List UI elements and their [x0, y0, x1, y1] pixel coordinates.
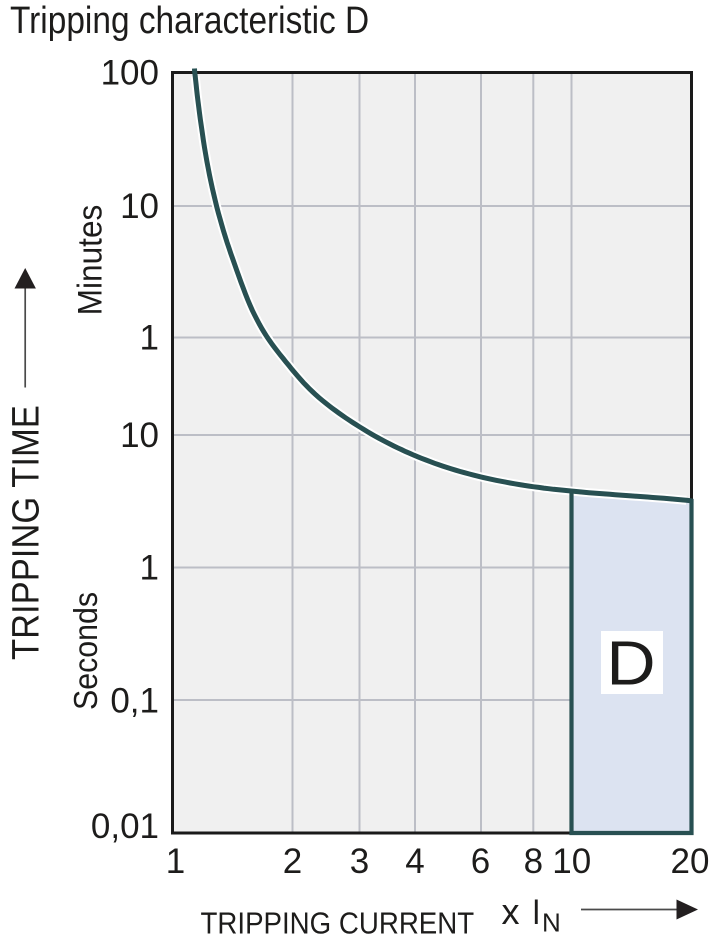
svg-text:x: x	[502, 891, 520, 932]
svg-text:1: 1	[140, 549, 159, 588]
svg-text:8: 8	[524, 842, 543, 881]
svg-text:10: 10	[120, 187, 159, 226]
svg-text:Seconds: Seconds	[67, 592, 104, 710]
svg-text:Minutes: Minutes	[70, 205, 108, 316]
svg-text:TRIPPING CURRENT: TRIPPING CURRENT	[201, 906, 475, 941]
svg-text:0,1: 0,1	[110, 681, 159, 720]
svg-text:TRIPPING TIME: TRIPPING TIME	[4, 405, 47, 660]
svg-text:1: 1	[140, 319, 159, 358]
svg-text:D: D	[606, 628, 655, 697]
svg-text:3: 3	[350, 842, 369, 881]
svg-text:20: 20	[671, 842, 710, 881]
svg-text:1: 1	[166, 842, 185, 881]
svg-text:0,01: 0,01	[91, 807, 159, 846]
svg-text:10: 10	[120, 416, 159, 455]
svg-text:I: I	[532, 892, 541, 931]
svg-text:N: N	[542, 908, 561, 938]
svg-text:2: 2	[283, 842, 302, 881]
svg-text:Tripping characteristic D: Tripping characteristic D	[10, 0, 369, 41]
svg-text:10: 10	[552, 842, 591, 881]
svg-text:6: 6	[471, 842, 490, 881]
svg-text:4: 4	[405, 842, 424, 881]
svg-text:100: 100	[101, 54, 159, 93]
